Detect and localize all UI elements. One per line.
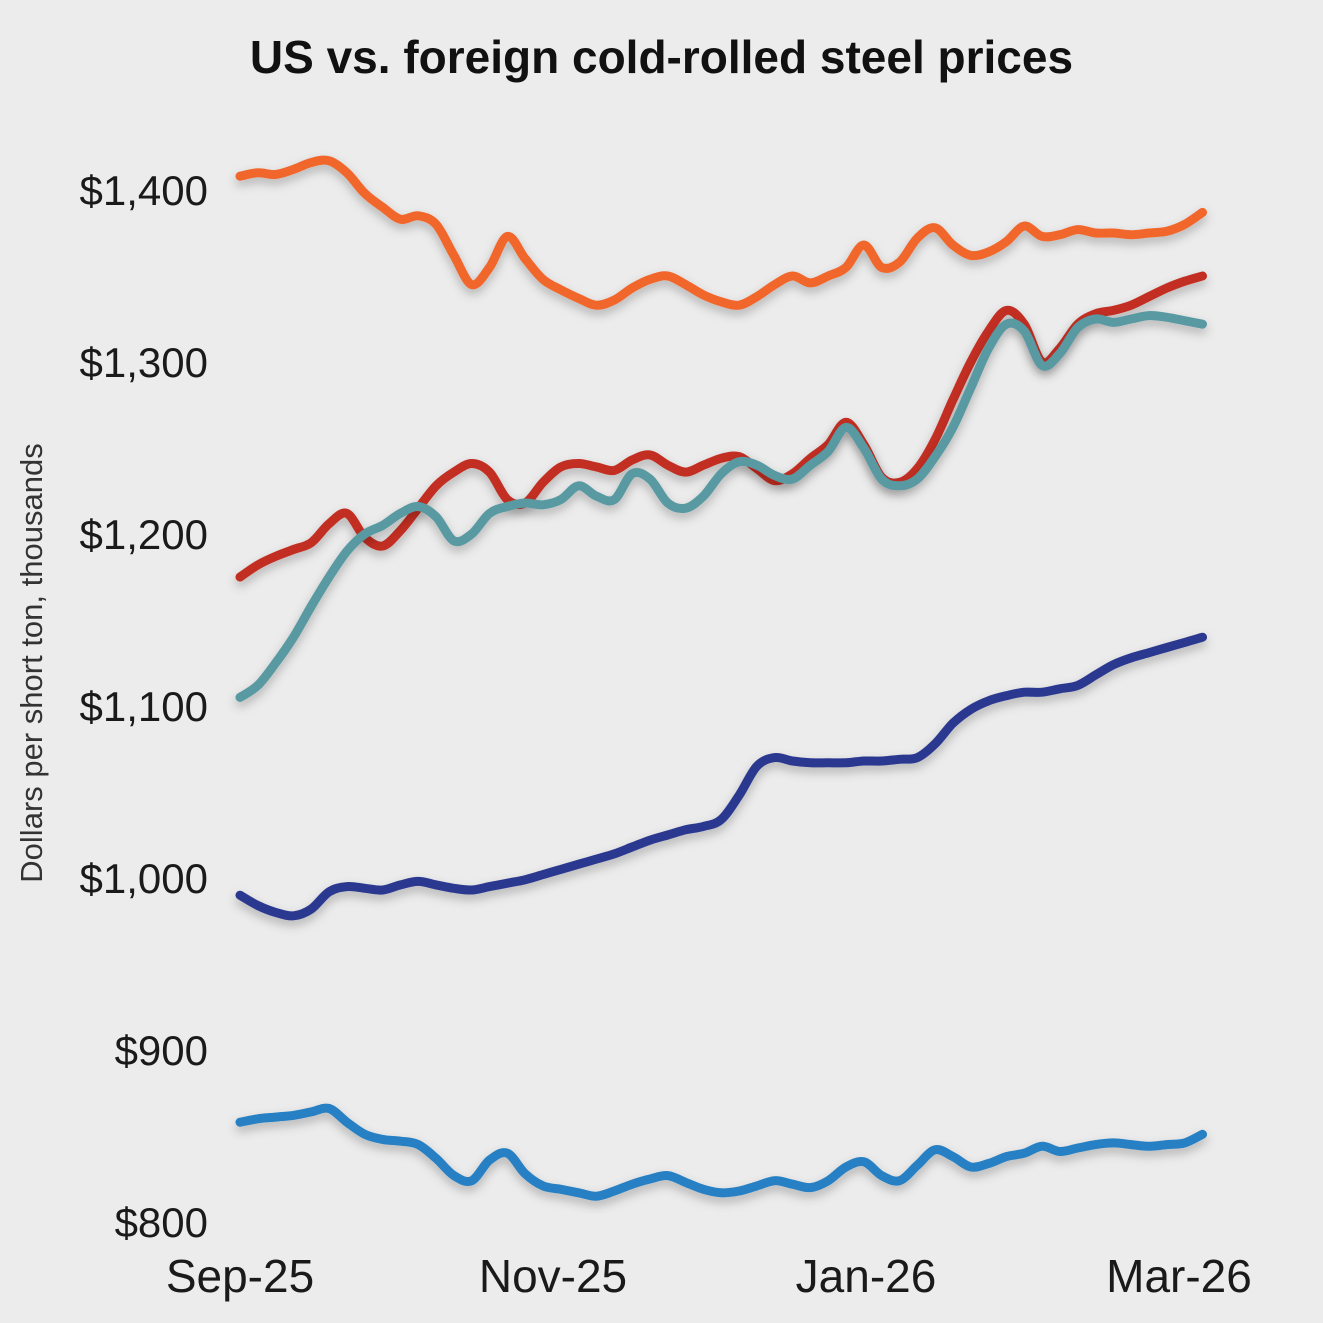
- series-line-red: [235, 271, 1207, 582]
- y-tick-label: $900: [115, 1027, 208, 1074]
- y-tick-label: $800: [115, 1199, 208, 1246]
- series-line-teal: [235, 311, 1207, 702]
- x-tick-label: Jan-26: [796, 1250, 937, 1302]
- x-tick-label: Mar-26: [1106, 1250, 1252, 1302]
- y-tick-label: $1,300: [80, 339, 208, 386]
- y-tick-label: $1,000: [80, 855, 208, 902]
- y-tick-label: $1,200: [80, 511, 208, 558]
- series-line-light-blue: [235, 1103, 1207, 1201]
- y-tick-label: $1,100: [80, 683, 208, 730]
- series-line-navy: [235, 632, 1207, 921]
- x-tick-label: Sep-25: [166, 1250, 314, 1302]
- series-line-orange: [235, 155, 1207, 310]
- x-tick-label: Nov-25: [479, 1250, 627, 1302]
- y-tick-label: $1,400: [80, 167, 208, 214]
- chart-title: US vs. foreign cold-rolled steel prices: [249, 31, 1074, 83]
